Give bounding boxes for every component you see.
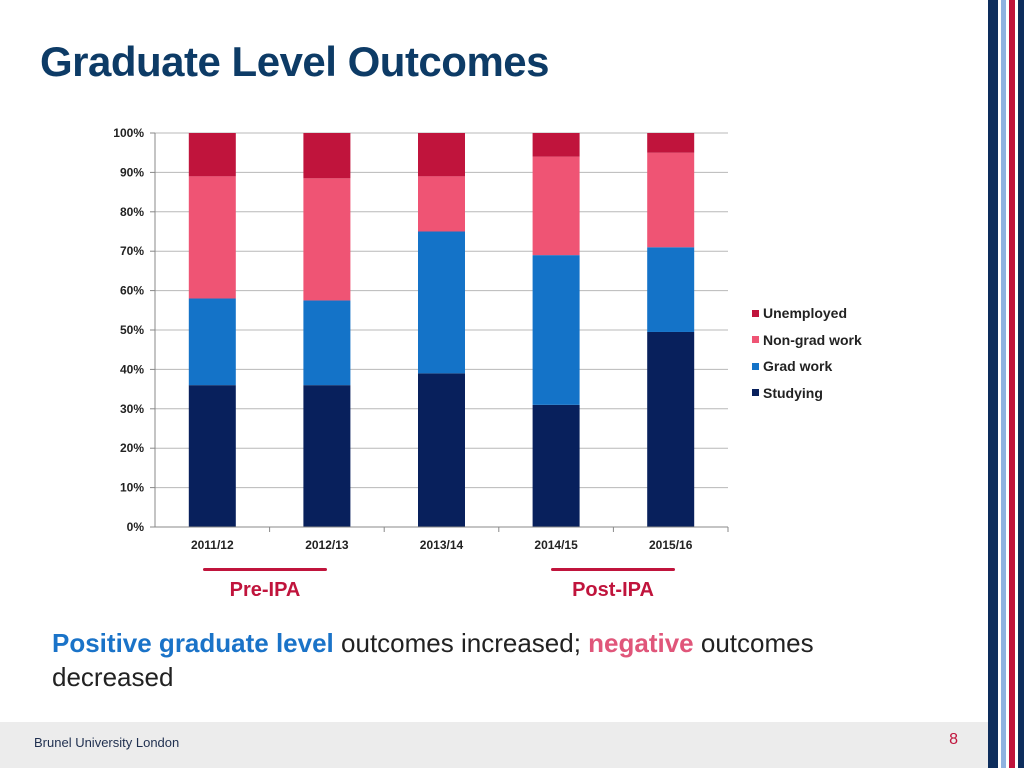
legend-item-grad-work: Grad work	[752, 353, 862, 380]
bar-grad-work-2012-13	[303, 300, 351, 386]
bar-studying-2013-14	[418, 373, 465, 527]
bar-non-grad-work-2012-13	[303, 178, 351, 301]
bar-non-grad-work-2011-12	[188, 176, 236, 299]
slide-title: Graduate Level Outcomes	[40, 38, 550, 85]
bar-studying-2012-13	[303, 385, 351, 527]
stripe-navy-2	[1018, 0, 1024, 768]
y-tick-label: 20%	[120, 441, 144, 455]
bar-non-grad-work-2014-15	[532, 156, 580, 256]
stripe-navy-1	[988, 0, 998, 768]
y-tick-label: 0%	[127, 520, 145, 534]
period-underline-post-ipa	[551, 568, 675, 571]
x-tick-label: 2011/12	[191, 538, 234, 552]
x-tick-label: 2014/15	[534, 538, 578, 552]
footer-bar: Brunel University London 8	[0, 722, 988, 768]
legend-label-unemployed: Unemployed	[763, 305, 848, 322]
y-tick-label: 60%	[120, 284, 144, 298]
bar-studying-2015-16	[647, 331, 695, 527]
x-tick-label: 2015/16	[649, 538, 693, 552]
y-tick-label: 30%	[120, 402, 144, 416]
legend-swatch-unemployed	[752, 309, 759, 317]
bar-studying-2011-12	[188, 385, 236, 527]
summary-text: Positive graduate level outcomes increas…	[52, 626, 932, 694]
summary-mid: outcomes increased;	[333, 628, 589, 658]
y-tick-label: 70%	[120, 244, 144, 258]
summary-end: outcomes decreased	[52, 628, 814, 692]
y-tick-label: 10%	[120, 481, 144, 495]
bar-unemployed-2015-16	[647, 133, 695, 153]
bar-grad-work-2013-14	[418, 231, 465, 374]
x-tick-label: 2012/13	[305, 538, 349, 552]
stripe-white-3	[1015, 0, 1018, 768]
bar-studying-2014-15	[532, 404, 580, 527]
x-tick-label: 2013/14	[420, 538, 464, 552]
axes: 0% 10% 20% 30% 40% 50% 60% 70% 80% 90% 100% 2011/12…	[113, 126, 729, 552]
bar-non-grad-work-2015-16	[647, 152, 695, 248]
summary-negative: negative	[588, 628, 694, 658]
period-label-post-ipa: Post-IPA	[572, 579, 654, 601]
period-pre-ipa: Pre-IPA	[203, 568, 327, 602]
chart-legend: Unemployed Non-grad work Grad work Study…	[752, 300, 862, 406]
stripe-red	[1009, 0, 1015, 768]
legend-swatch-non-grad-work	[752, 336, 759, 344]
stripe-light-blue	[1001, 0, 1006, 768]
y-tick-label: 50%	[120, 323, 144, 337]
y-tick-label: 100%	[113, 126, 144, 140]
bar-unemployed-2013-14	[418, 133, 465, 177]
bar-unemployed-2012-13	[303, 133, 351, 179]
y-tick-label: 40%	[120, 362, 144, 376]
legend-swatch-studying	[752, 389, 759, 397]
bar-unemployed-2011-12	[188, 133, 236, 177]
bars	[188, 133, 695, 527]
page-number: 8	[949, 731, 958, 748]
period-label-pre-ipa: Pre-IPA	[229, 579, 301, 601]
stripe-white-1	[998, 0, 1001, 768]
period-underline-pre-ipa	[203, 568, 327, 571]
legend-label-non-grad-work: Non-grad work	[763, 331, 862, 348]
legend-item-non-grad-work: Non-grad work	[752, 327, 862, 354]
bar-grad-work-2011-12	[188, 298, 236, 386]
bar-grad-work-2014-15	[532, 255, 580, 405]
legend-item-unemployed: Unemployed	[752, 300, 862, 327]
legend-swatch-grad-work	[752, 362, 759, 370]
stripe-white-2	[1006, 0, 1009, 768]
footer-org-name: Brunel University London	[34, 735, 180, 750]
legend-label-grad-work: Grad work	[763, 358, 833, 375]
bar-unemployed-2014-15	[532, 133, 580, 157]
bar-grad-work-2015-16	[647, 247, 695, 332]
bar-non-grad-work-2013-14	[418, 176, 465, 232]
legend-item-studying: Studying	[752, 380, 862, 407]
brand-stripes	[988, 0, 1024, 768]
y-tick-label: 90%	[120, 165, 144, 179]
period-post-ipa: Post-IPA	[551, 568, 675, 602]
summary-positive: Positive graduate level	[52, 628, 334, 658]
y-tick-label: 80%	[120, 205, 144, 219]
legend-label-studying: Studying	[763, 384, 823, 401]
